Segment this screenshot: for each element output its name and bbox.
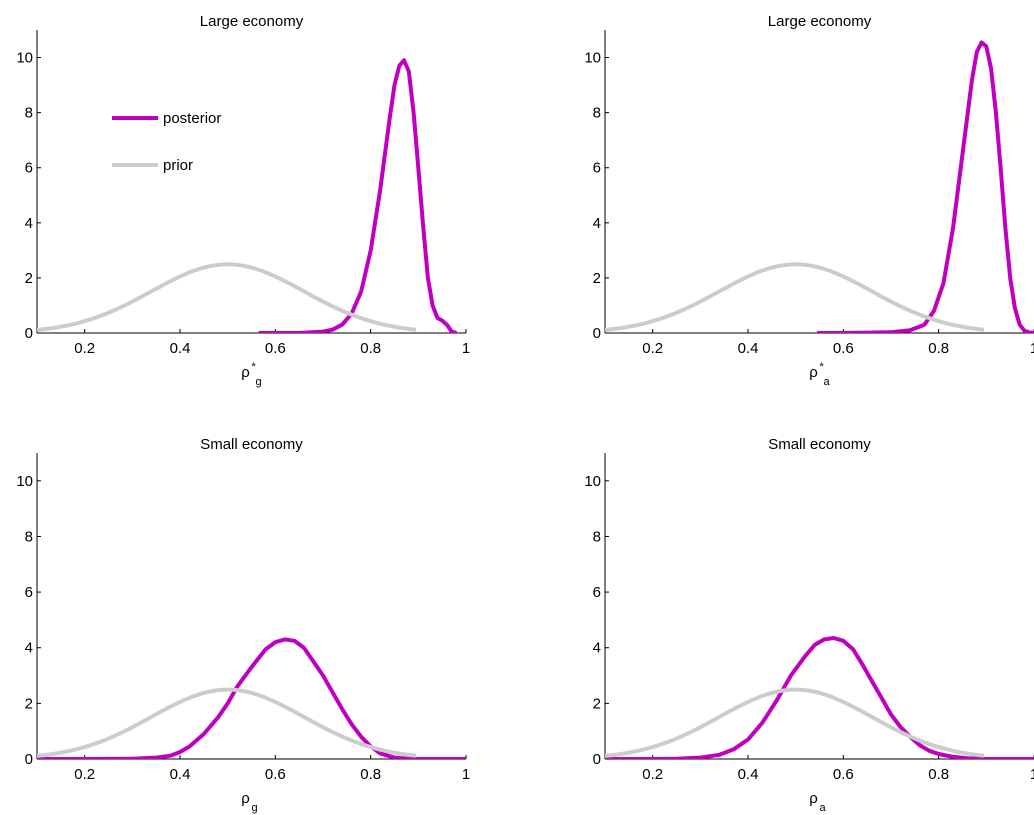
x-tick-label: 1 <box>1030 340 1034 357</box>
x-tick-label: 0.8 <box>928 340 949 357</box>
y-tick-label: 0 <box>593 325 601 342</box>
y-tick-label: 10 <box>584 473 601 490</box>
x-tick-label: 0.6 <box>265 340 286 357</box>
x-axis-label-base: ρ <box>241 790 250 807</box>
y-tick-label: 8 <box>593 528 601 545</box>
x-tick-label: 0.4 <box>170 340 191 357</box>
y-tick-label: 0 <box>25 751 33 768</box>
series-line-posterior <box>817 40 1034 333</box>
x-axis-label-sub: a <box>820 802 827 814</box>
x-axis-label-sup: * <box>820 361 825 373</box>
chart-panel-2: 0 2 4 6 8 10 0.2 0.4 0.6 0.8 1 Large economy ρ* a <box>584 13 1034 388</box>
chart-title: Large economy <box>768 13 872 30</box>
x-tick-label: 0.8 <box>928 766 949 783</box>
chart-title: Small economy <box>768 436 871 453</box>
y-tick-label: 6 <box>593 160 601 177</box>
plot-area <box>605 40 1034 333</box>
y-tick-label: 6 <box>25 584 33 601</box>
x-tick-label: 1 <box>1030 766 1034 783</box>
x-tick-label: 0.6 <box>265 766 286 783</box>
y-tick-label: 8 <box>593 105 601 122</box>
plot-area <box>605 636 1034 759</box>
x-tick-label: 0.6 <box>833 766 854 783</box>
chart-panel-3: 0 2 4 6 8 10 0.2 0.4 0.6 0.8 1 Small economy ρg <box>16 436 470 814</box>
chart-title: Large economy <box>200 13 304 30</box>
plot-area <box>37 58 458 333</box>
x-tick-label: 0.2 <box>74 340 95 357</box>
series-line-posterior <box>37 637 466 759</box>
y-tick-label: 2 <box>593 695 601 712</box>
y-tick-label: 2 <box>593 270 601 287</box>
x-axis-label-base: ρ <box>241 364 250 381</box>
x-tick-label: 0.2 <box>642 340 663 357</box>
x-tick-label: 1 <box>462 766 470 783</box>
y-tick-label: 10 <box>16 50 33 67</box>
y-tick-label: 4 <box>25 640 33 657</box>
chart-panel-1: 0 2 4 6 8 10 0.2 0.4 0.6 0.8 1 Large economy ρ * g post… <box>16 13 470 388</box>
y-tick-label: 4 <box>593 640 601 657</box>
x-tick-label: 0.4 <box>170 766 191 783</box>
y-tick-label: 4 <box>25 215 33 232</box>
x-axis-label-base: ρ <box>809 364 818 381</box>
legend: posterior prior <box>112 110 221 174</box>
y-tick-label: 2 <box>25 695 33 712</box>
x-tick-label: 0.4 <box>738 340 759 357</box>
chart-panel-4: 0 2 4 6 8 10 0.2 0.4 0.6 0.8 1 Small economy ρa <box>584 436 1034 814</box>
series-line-posterior <box>605 636 1034 759</box>
y-tick-label: 4 <box>593 215 601 232</box>
y-tick-label: 6 <box>25 160 33 177</box>
x-tick-label: 0.6 <box>833 340 854 357</box>
x-axis-label-sub: a <box>824 376 831 388</box>
y-tick-label: 10 <box>16 473 33 490</box>
x-tick-label: 0.4 <box>738 766 759 783</box>
series-line-prior <box>605 687 985 758</box>
x-tick-label: 0.8 <box>360 340 381 357</box>
x-tick-label: 0.2 <box>74 766 95 783</box>
x-axis-label-sup: * <box>252 361 257 373</box>
y-tick-label: 2 <box>25 270 33 287</box>
y-tick-label: 0 <box>593 751 601 768</box>
y-tick-label: 0 <box>25 325 33 342</box>
plot-area <box>37 637 466 759</box>
legend-label-posterior: posterior <box>163 110 221 127</box>
series-line-posterior <box>258 58 458 333</box>
x-tick-label: 1 <box>462 340 470 357</box>
legend-label-prior: prior <box>163 157 193 174</box>
series-line-prior <box>37 687 417 758</box>
chart-title: Small economy <box>200 436 303 453</box>
series-line-prior <box>605 262 985 332</box>
x-axis-label-base: ρ <box>809 790 818 807</box>
y-tick-label: 8 <box>25 528 33 545</box>
y-tick-label: 8 <box>25 105 33 122</box>
series-line-prior <box>37 262 417 332</box>
y-tick-label: 6 <box>593 584 601 601</box>
x-axis-label-sub: g <box>256 376 262 388</box>
x-tick-label: 0.8 <box>360 766 381 783</box>
y-tick-label: 10 <box>584 50 601 67</box>
x-tick-label: 0.2 <box>642 766 663 783</box>
x-axis-label-sub: g <box>252 802 258 814</box>
